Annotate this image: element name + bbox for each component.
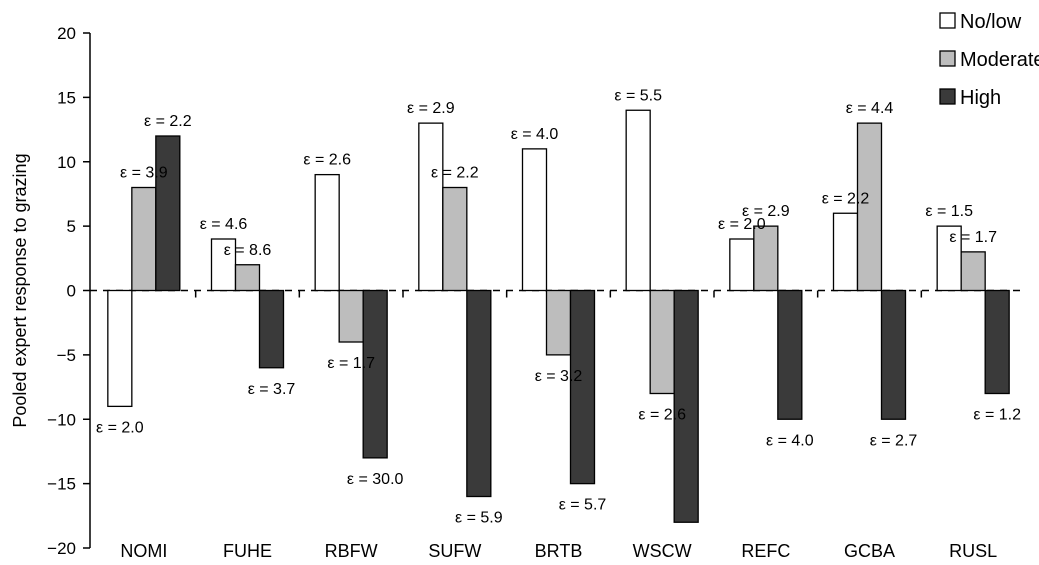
epsilon-label: ε = 2.9: [742, 203, 790, 220]
legend-label: Moderate: [960, 49, 1039, 71]
bar-moderate-rusl: [960, 251, 986, 292]
legend: No/low Moderate High: [939, 11, 1039, 109]
bar-no-low-gcba: [832, 212, 859, 292]
axes: 20 15 10 5 0 −5 −10 −15 −20 Pooled expert respons…: [10, 24, 1025, 561]
bar-high-brtb: [569, 289, 596, 485]
y-tick-label: 10: [57, 153, 76, 172]
y-tick-label: −5: [57, 346, 76, 365]
category-label-sufw: SUFW: [428, 541, 481, 561]
data-labels: ε = 2.0 ε = 4.6 ε = 2.6 ε = 2.9 ε = 4.0 ε = 5…: [96, 87, 1021, 526]
y-tick-label: 0: [67, 282, 76, 301]
bar-moderate-wscw: [649, 289, 675, 395]
epsilon-label: ε = 4.6: [200, 216, 248, 233]
bar-high-gcba: [880, 289, 907, 420]
y-tick-label: −20: [47, 539, 76, 558]
epsilon-label: ε = 2.7: [870, 432, 918, 449]
epsilon-label: ε = 2.0: [718, 216, 766, 233]
bar-high-rbfw: [362, 289, 388, 459]
bar-no-low-rusl: [936, 225, 962, 292]
epsilon-label: ε = 5.5: [614, 87, 662, 104]
epsilon-label: ε = 5.7: [559, 497, 607, 514]
epsilon-label: ε = 4.0: [766, 432, 814, 449]
epsilon-label: ε = 8.6: [224, 242, 272, 259]
epsilon-label: ε = 1.7: [327, 355, 375, 372]
bar-no-low-brtb: [521, 148, 548, 292]
bar-moderate-gcba: [856, 122, 883, 292]
y-tick-label: −15: [47, 475, 76, 494]
bar-no-low-sufw: [418, 122, 444, 292]
y-tick-label: 5: [67, 217, 76, 236]
category-label-rusl: RUSL: [949, 541, 997, 561]
epsilon-label: ε = 2.6: [638, 407, 686, 424]
y-axis-title: Pooled expert response to grazing: [10, 153, 30, 427]
epsilon-label: ε = 3.7: [248, 381, 296, 398]
epsilon-label: ε = 30.0: [347, 471, 404, 488]
bars: [107, 109, 1010, 523]
bar-high-refc: [777, 289, 803, 420]
legend-swatch: [939, 88, 956, 105]
epsilon-label: ε = 3.9: [120, 165, 168, 182]
epsilon-label: ε = 2.2: [431, 165, 479, 182]
bar-no-low-refc: [729, 238, 755, 292]
epsilon-label: ε = 2.2: [144, 113, 192, 130]
epsilon-label: ε = 3.2: [535, 368, 583, 385]
bar-moderate-refc: [753, 225, 779, 292]
epsilon-label: ε = 1.7: [949, 229, 997, 246]
bar-moderate-brtb: [545, 289, 572, 356]
epsilon-label: ε = 1.5: [925, 203, 973, 220]
bar-moderate-rbfw: [338, 289, 364, 343]
category-label-brtb: BRTB: [535, 541, 583, 561]
category-label-wscw: WSCW: [633, 541, 692, 561]
y-tick-label: 15: [57, 88, 76, 107]
bar-no-low-rbfw: [314, 173, 340, 292]
category-label-refc: REFC: [741, 541, 790, 561]
epsilon-label: ε = 5.9: [455, 510, 503, 527]
y-tick-label: −10: [47, 410, 76, 429]
epsilon-label: ε = 4.4: [846, 100, 894, 117]
bar-moderate-nomi: [131, 186, 157, 292]
epsilon-label: ε = 2.6: [303, 152, 351, 169]
category-label-fuhe: FUHE: [223, 541, 272, 561]
bar-high-wscw: [673, 289, 699, 523]
epsilon-label: ε = 1.2: [973, 407, 1021, 424]
category-label-gcba: GCBA: [844, 541, 895, 561]
bar-moderate-fuhe: [234, 264, 261, 292]
y-tick-label: 20: [57, 24, 76, 43]
legend-swatch: [939, 50, 956, 67]
category-label-nomi: NOMI: [120, 541, 167, 561]
bar-moderate-sufw: [442, 186, 468, 292]
bar-no-low-wscw: [625, 109, 651, 292]
bar-no-low-nomi: [107, 289, 133, 408]
bar-high-sufw: [466, 289, 492, 498]
category-label-rbfw: RBFW: [325, 541, 378, 561]
epsilon-label: ε = 2.0: [96, 419, 144, 436]
legend-swatch: [939, 12, 956, 29]
epsilon-label: ε = 2.9: [407, 100, 455, 117]
bar-high-rusl: [984, 289, 1010, 395]
epsilon-label: ε = 2.2: [822, 190, 870, 207]
epsilon-label: ε = 4.0: [511, 126, 559, 143]
legend-label: No/low: [960, 11, 1022, 33]
legend-label: High: [960, 87, 1001, 109]
bar-high-fuhe: [258, 289, 285, 369]
bar-high-nomi: [155, 135, 181, 292]
